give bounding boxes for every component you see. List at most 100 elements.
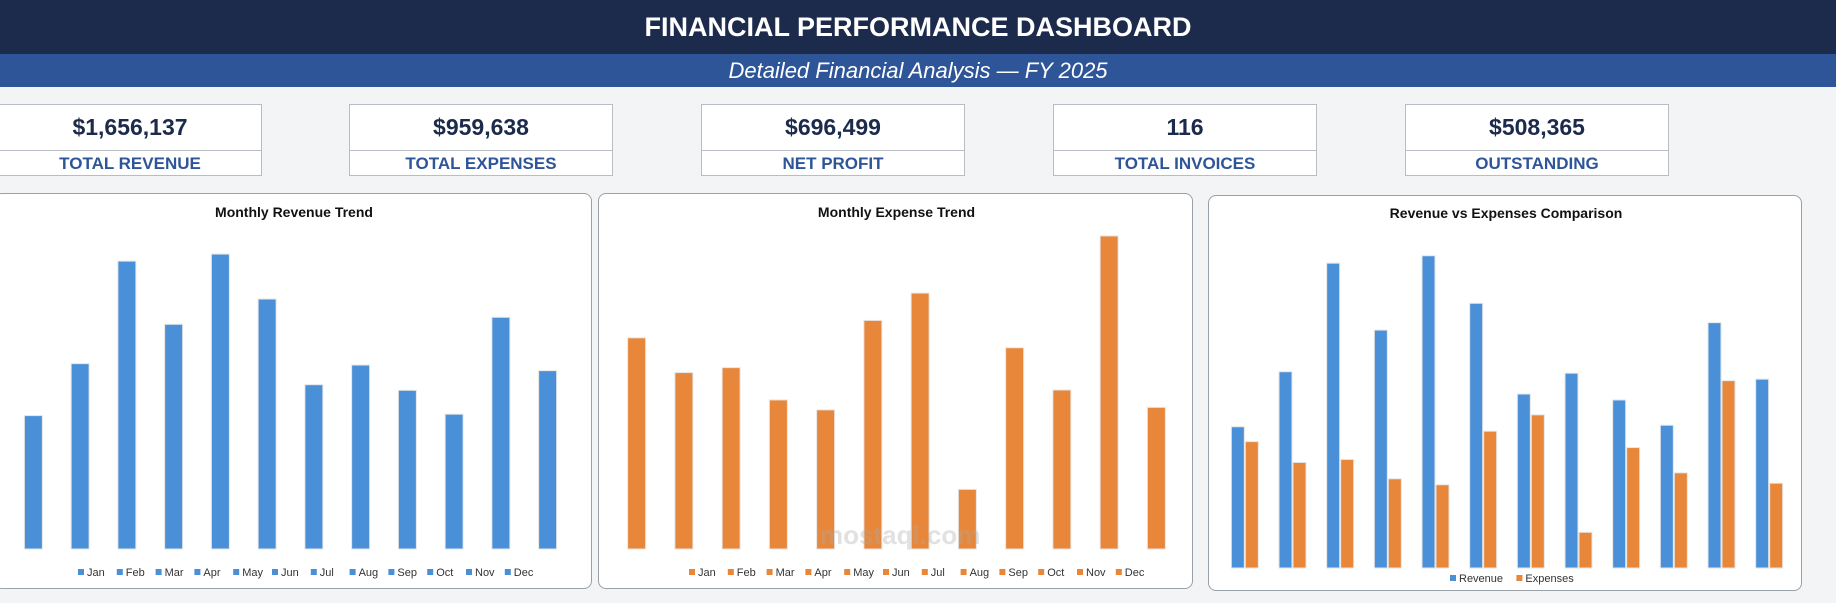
bar-expenses-jun	[1483, 430, 1498, 569]
kpi-value: $696,499	[702, 105, 964, 151]
expense-trend-chart: Monthly Expense Trend Jan Feb Mar Apr May Jun J…	[627, 204, 1166, 579]
legend-swatch-dec	[504, 569, 511, 575]
legend-label-apr: Apr	[203, 567, 220, 579]
legend-label-may: May	[242, 567, 263, 579]
kpi-label: TOTAL EXPENSES	[405, 154, 557, 173]
bar-revenue-feb	[1278, 371, 1293, 569]
legend-swatch-oct	[1038, 569, 1045, 575]
chart-title: Monthly Revenue Trend	[215, 204, 373, 220]
bar-expenses-may	[816, 409, 836, 550]
bar-revenue-nov	[1707, 322, 1722, 569]
legend-swatch-sep	[388, 569, 395, 575]
bar-revenue-dec	[1755, 378, 1770, 569]
legend-swatch-jan	[78, 569, 84, 575]
bar-expenses-jul	[1530, 414, 1545, 569]
dashboard-title: FINANCIAL PERFORMANCE DASHBOARD	[0, 0, 1836, 54]
legend-label-mar: Mar	[165, 567, 184, 579]
bar-expenses-nov	[1099, 235, 1119, 550]
revenue-trend-chart: Monthly Revenue Trend Jan Feb Mar Apr May Jun J…	[23, 204, 558, 579]
legend-label-jun: Jun	[281, 567, 299, 579]
chart-title: Revenue vs Expenses Comparison	[1390, 205, 1623, 221]
bar-expenses-mar	[1340, 458, 1355, 569]
legend-label-may: May	[853, 567, 874, 579]
legend-swatch-feb	[727, 569, 734, 575]
bar-expenses-jan	[1244, 441, 1259, 569]
legend-label-feb: Feb	[126, 567, 145, 579]
bar-expenses-oct	[1673, 472, 1688, 569]
legend-label-apr: Apr	[814, 567, 831, 579]
bar-revenue-feb	[70, 363, 90, 550]
kpi-total-invoices: 116 TOTAL INVOICES	[1053, 104, 1317, 176]
bar-revenue-oct	[1659, 424, 1674, 569]
legend-swatch-jul	[310, 569, 317, 575]
legend-swatch-sep	[999, 569, 1006, 575]
comparison-chart-panel: Revenue vs Expenses Comparison Revenue Exp…	[1208, 195, 1802, 591]
legend-label-mar: Mar	[776, 567, 795, 579]
legend-swatch-mar	[155, 569, 162, 575]
bar-expenses-dec	[1769, 482, 1784, 569]
bar-expenses-jan	[627, 337, 647, 550]
bar-revenue-sep	[397, 389, 417, 550]
bar-expenses-jul	[910, 292, 930, 550]
bar-expenses-aug	[957, 488, 977, 550]
legend-label-dec: Dec	[514, 567, 534, 579]
bar-revenue-jan	[1230, 426, 1245, 569]
legend-label-jul: Jul	[931, 567, 945, 579]
bar-expenses-apr	[1387, 478, 1402, 569]
legend-swatch-apr	[805, 569, 812, 575]
bar-expenses-sep	[1626, 447, 1641, 569]
bar-expenses-sep	[1005, 347, 1025, 550]
legend-swatch-feb	[116, 569, 123, 575]
bar-revenue-nov	[491, 316, 511, 550]
bar-revenue-apr	[1373, 329, 1388, 569]
bar-revenue-jul	[1516, 393, 1531, 569]
bar-revenue-dec	[538, 370, 558, 550]
kpi-value: 116	[1054, 105, 1316, 151]
legend-swatch-jul	[921, 569, 928, 575]
legend-swatch-oct	[427, 569, 434, 575]
legend-label-oct: Oct	[1047, 567, 1064, 579]
bar-expenses-aug	[1578, 531, 1593, 569]
kpi-label: TOTAL REVENUE	[59, 154, 201, 173]
legend-label-expenses: Expenses	[1525, 573, 1574, 585]
legend-label-jan: Jan	[698, 567, 716, 579]
comparison-chart: Revenue vs Expenses Comparison Revenue Exp…	[1230, 205, 1784, 585]
legend-swatch-revenue	[1450, 575, 1456, 581]
bar-revenue-sep	[1612, 399, 1627, 569]
legend-label-jun: Jun	[892, 567, 910, 579]
legend-label-jan: Jan	[87, 567, 105, 579]
chart-title: Monthly Expense Trend	[818, 204, 975, 220]
legend-swatch-dec	[1115, 569, 1122, 575]
expense-trend-chart-panel: Monthly Expense Trend Jan Feb Mar Apr May Jun J…	[598, 193, 1193, 589]
bar-revenue-aug	[351, 364, 371, 550]
kpi-total-expenses: $959,638 TOTAL EXPENSES	[349, 104, 613, 176]
bar-revenue-apr	[164, 323, 184, 550]
bar-expenses-mar	[721, 367, 741, 550]
legend-label-oct: Oct	[436, 567, 453, 579]
legend-label-nov: Nov	[475, 567, 495, 579]
legend-swatch-jun	[883, 569, 889, 575]
legend-swatch-expenses	[1516, 575, 1523, 581]
kpi-value: $508,365	[1406, 105, 1668, 151]
bar-expenses-may	[1435, 484, 1450, 569]
legend-label-dec: Dec	[1125, 567, 1145, 579]
legend-label-revenue: Revenue	[1459, 573, 1503, 585]
kpi-label: TOTAL INVOICES	[1114, 154, 1256, 173]
kpi-label: OUTSTANDING	[1475, 154, 1599, 173]
legend-swatch-nov	[466, 569, 472, 575]
bar-expenses-jun	[863, 319, 883, 550]
legend-label-aug: Aug	[970, 567, 990, 579]
bar-expenses-apr	[768, 399, 788, 550]
bar-revenue-jun	[257, 298, 277, 550]
bar-expenses-oct	[1052, 389, 1072, 550]
legend-swatch-nov	[1077, 569, 1083, 575]
bar-expenses-feb	[1292, 461, 1307, 569]
legend-swatch-may	[233, 569, 240, 575]
legend-label-sep: Sep	[397, 567, 417, 579]
legend-label-aug: Aug	[359, 567, 379, 579]
legend-swatch-may	[844, 569, 851, 575]
bar-revenue-may	[210, 253, 230, 550]
kpi-value: $1,656,137	[0, 105, 261, 151]
kpi-outstanding: $508,365 OUTSTANDING	[1405, 104, 1669, 176]
bar-revenue-jul	[304, 384, 324, 550]
